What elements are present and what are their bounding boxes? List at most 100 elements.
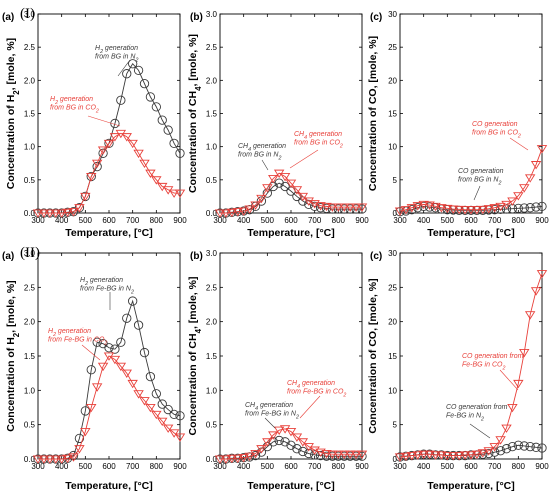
data-point (97, 146, 109, 155)
data-point (232, 454, 243, 464)
data-point (519, 441, 529, 451)
data-point (407, 205, 417, 215)
x-tick-label: 900 (355, 462, 369, 471)
x-tick-label: 500 (441, 462, 455, 471)
series-line (399, 148, 543, 212)
y-tick-label: 15 (388, 110, 397, 119)
x-tick-label: 700 (126, 462, 140, 471)
data-point (168, 189, 180, 198)
data-point (121, 369, 132, 378)
y-tick-label: 1.5 (206, 110, 218, 119)
data-point (262, 188, 272, 198)
data-point (86, 365, 96, 375)
y-tick-label: 2.0 (206, 76, 218, 85)
data-point (103, 139, 115, 149)
data-point (412, 451, 423, 460)
x-tick-label: 400 (417, 216, 431, 225)
data-point (86, 172, 97, 182)
data-point (513, 379, 524, 389)
series-line (38, 355, 181, 460)
annotation-leader (299, 395, 321, 419)
data-point (495, 446, 506, 456)
series (33, 59, 185, 218)
x-tick-label: 900 (535, 216, 549, 225)
series (214, 425, 368, 464)
data-point (333, 203, 344, 212)
data-point (465, 451, 477, 460)
data-point (214, 455, 226, 464)
data-point (274, 435, 284, 446)
x-tick-label: 300 (213, 462, 227, 471)
y-axis-label: Concentration of H2, [mole, %] (5, 280, 21, 431)
y-tick-label: 30 (388, 249, 397, 258)
data-point (151, 176, 162, 185)
panels: (a)300 400 500 600 700 800 9000.00.51.01.52.02… (2, 10, 549, 492)
y-tick-label: 10 (388, 143, 397, 152)
x-tick-label: 900 (535, 462, 549, 471)
data-point (501, 200, 512, 210)
series-annotation: H2 generation from BG in CO2 (50, 96, 99, 115)
y-tick-label: 0.0 (206, 209, 218, 218)
data-point (74, 433, 85, 444)
data-point (483, 447, 494, 456)
data-point (507, 441, 518, 452)
data-point (262, 184, 273, 193)
data-point (133, 65, 144, 76)
data-point (286, 440, 296, 450)
series-annotation: CH4 generation from BG in N2 (238, 143, 286, 162)
x-axis-label: Temperature, [°C] (427, 480, 514, 492)
data-point (321, 449, 332, 459)
x-tick-label: 600 (284, 462, 298, 471)
data-point (495, 202, 506, 212)
series-annotation: H2 generation from BG in N2 (95, 45, 138, 64)
x-tick-label: 700 (488, 462, 502, 471)
data-point (122, 69, 132, 79)
x-tick-label: 700 (488, 216, 502, 225)
data-point (304, 448, 314, 459)
data-point (501, 444, 512, 454)
annotation-leader (117, 59, 131, 77)
data-point (56, 209, 67, 218)
data-point (256, 196, 267, 206)
data-point (394, 453, 406, 462)
y-tick-label: 3.0 (24, 10, 36, 19)
data-point (133, 149, 144, 159)
data-point (327, 203, 338, 212)
data-point (356, 203, 368, 212)
y-tick-label: 0.5 (24, 421, 36, 430)
x-tick-label: 800 (512, 216, 526, 225)
data-point (339, 450, 350, 460)
series (214, 169, 368, 218)
data-point (339, 203, 350, 212)
x-tick-label: 600 (102, 462, 116, 471)
chart-panel: (b) 300 400 500 600 700 800 900 0.0 0.5 1.0 1.5 2.0 2… (187, 10, 369, 239)
y-tick-label: 0 (393, 455, 398, 464)
series-annotation: H2 generation from Fe-BG in N2 (80, 277, 134, 296)
data-point (524, 174, 536, 183)
y-tick-label: 2.0 (24, 76, 36, 85)
data-point (109, 355, 121, 365)
data-point (495, 436, 506, 445)
data-point (262, 438, 273, 447)
series-line (399, 205, 543, 213)
x-axis-label: Temperature, [°C] (247, 480, 334, 492)
y-tick-label: 0.0 (24, 209, 36, 218)
row-labels: (I) (II) (20, 6, 40, 261)
data-point (465, 206, 477, 215)
series-line (38, 62, 181, 214)
data-point (169, 409, 179, 420)
series (394, 145, 548, 216)
x-tick-label: 500 (79, 462, 93, 471)
data-point (122, 313, 132, 323)
annotation-leader (469, 423, 491, 439)
x-tick-label: 900 (173, 216, 187, 225)
data-point (163, 125, 173, 135)
data-point (145, 92, 156, 102)
data-point (477, 449, 489, 458)
data-point (430, 202, 441, 212)
data-point (44, 455, 56, 464)
y-axis-label: Concentration of CO, [mole, %] (367, 36, 379, 191)
y-tick-label: 0.5 (206, 421, 218, 430)
data-point (86, 403, 97, 413)
x-tick-label: 800 (512, 462, 526, 471)
